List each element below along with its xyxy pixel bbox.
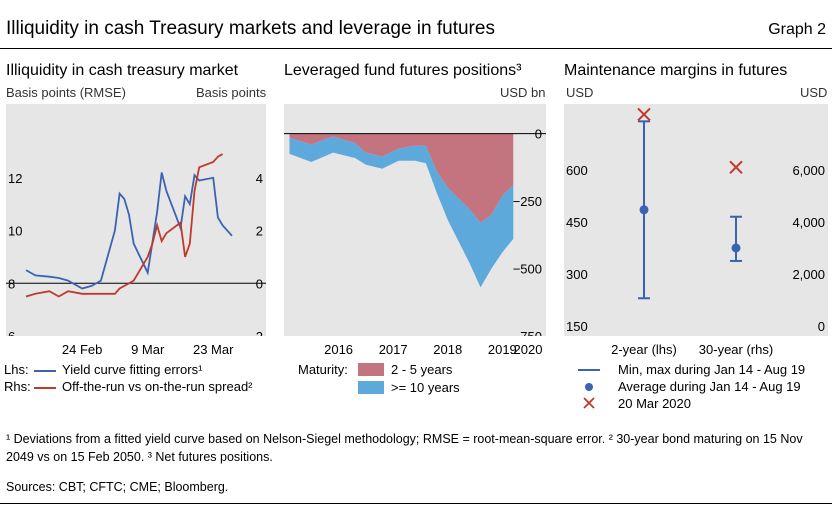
average-dot (639, 205, 649, 215)
legend-prefix-rhs: Rhs: (4, 379, 31, 394)
legend-label-range: Min, max during Jan 14 - Aug 19 (618, 362, 806, 377)
panel1-right-tick-label: 0 (256, 276, 263, 291)
legend-label-20mar: 20 Mar 2020 (618, 396, 691, 411)
panel1-right-tick-label: 2 (256, 224, 263, 239)
bottom-rule (0, 503, 832, 504)
graph-number: Graph 2 (768, 21, 826, 38)
legend-x-marker-icon (582, 396, 596, 410)
legend-label-2-5y: 2 - 5 years (391, 362, 453, 377)
legend-prefix-lhs: Lhs: (4, 362, 29, 377)
panel1-legend: Lhs: Yield curve fitting errors¹ Rhs: Of… (4, 362, 280, 402)
panel2-y-tick-label: −500 (513, 262, 542, 277)
panel2-x-tick-label: 2020 (514, 342, 543, 357)
panel3-plot-area: 150 300 450 600 0 2,000 4,000 6,000 (564, 104, 828, 336)
legend-swatch-10y (358, 381, 384, 394)
area-10y-plus (289, 136, 514, 288)
panel1-right-tick-label: 4 (256, 171, 263, 186)
area-2-5y (289, 133, 514, 223)
panel3-right-tick-label: 4,000 (792, 215, 825, 230)
panel2-y-tick-label: −750 (513, 329, 542, 336)
panel1-left-unit: Basis points (RMSE) (6, 85, 126, 100)
panel2-plot-area: 0 −250 −500 −750 (284, 104, 546, 344)
panel1-x-axis: 24 Feb 9 Mar 23 Mar (62, 342, 234, 357)
panel1-left-tick-label: 8 (8, 276, 15, 291)
panel3-left-tick-label: 600 (566, 163, 588, 178)
series-line-spread (25, 153, 224, 298)
panel2-legend: Maturity: 2 - 5 years >= 10 years (298, 362, 538, 402)
legend-maturity-title: Maturity: (298, 362, 348, 377)
panel3-title: Maintenance margins in futures (564, 62, 788, 79)
panel1-right-tick-label: −2 (248, 329, 263, 336)
panel2-y-tick-label: 0 (535, 127, 542, 142)
legend-swatch-range (578, 369, 600, 371)
panel1-x-tick-label: 9 Mar (131, 342, 165, 357)
x-marker-20mar (637, 107, 651, 122)
panel1-plot-area: 6 8 10 12 −2 0 2 4 (6, 104, 266, 344)
legend-swatch-average (585, 383, 593, 391)
series-line-fitting-errors (25, 172, 233, 290)
panel2-x-tick-label: 2016 (324, 342, 353, 357)
panel3-x-category-label: 2-year (lhs) (611, 342, 677, 357)
page-title: Illiquidity in cash Treasury markets and… (6, 18, 495, 39)
top-rule (0, 48, 832, 49)
panel1-title: Illiquidity in cash treasury market (6, 62, 239, 79)
legend-label-fitting-errors: Yield curve fitting errors¹ (62, 362, 203, 377)
panel3-right-tick-label: 2,000 (792, 267, 825, 282)
legend-swatch-blue-line (34, 370, 56, 372)
legend-label-10y: >= 10 years (391, 380, 460, 395)
panel1-chart: 6 8 10 12 −2 0 2 4 (6, 153, 266, 344)
panel3-left-tick-label: 300 (566, 267, 588, 282)
panel2-unit: USD bn (500, 85, 546, 100)
panel3-x-category-label: 30-year (rhs) (699, 342, 773, 357)
panel1-left-tick-label: 6 (8, 329, 15, 336)
footnotes: ¹ Deviations from a fitted yield curve b… (6, 432, 803, 464)
panel3-legend: Min, max during Jan 14 - Aug 19 Average … (578, 362, 828, 416)
panel3-x-axis: 2-year (lhs) 30-year (rhs) (611, 342, 773, 357)
panel1-left-tick-label: 12 (8, 171, 22, 186)
panel2-x-tick-label: 2017 (379, 342, 408, 357)
panel1-x-tick-label: 23 Mar (193, 342, 234, 357)
panel3-left-tick-label: 450 (566, 215, 588, 230)
panel2-x-tick-label: 2018 (433, 342, 462, 357)
legend-swatch-2-5y (358, 363, 384, 376)
panel3-right-tick-label: 6,000 (792, 163, 825, 178)
panel2-chart: 0 −250 −500 −750 (284, 127, 546, 344)
panel1-left-tick-label: 10 (8, 224, 22, 239)
panel2-y-tick-label: −250 (513, 194, 542, 209)
panel2-title: Leveraged fund futures positions³ (284, 62, 522, 79)
legend-label-spread: Off-the-run vs on-the-run spread² (62, 379, 253, 394)
panel1-x-tick-label: 24 Feb (62, 342, 102, 357)
legend-label-average: Average during Jan 14 - Aug 19 (618, 379, 801, 394)
panel3-right-unit: USD (800, 85, 828, 100)
panel3-left-unit: USD (566, 85, 594, 100)
sources: Sources: CBT; CFTC; CME; Bloomberg. (6, 480, 229, 494)
panel3-left-tick-label: 150 (566, 319, 588, 334)
legend-swatch-red-line (34, 387, 56, 389)
panel3-right-tick-label: 0 (818, 319, 825, 334)
panel2-x-tick-label: 2019 (488, 342, 517, 357)
x-marker-20mar (729, 160, 743, 175)
panel3-chart: 150 300 450 600 0 2,000 4,000 6,000 (566, 107, 825, 334)
average-dot (731, 243, 741, 253)
panel1-right-unit: Basis points (196, 85, 267, 100)
